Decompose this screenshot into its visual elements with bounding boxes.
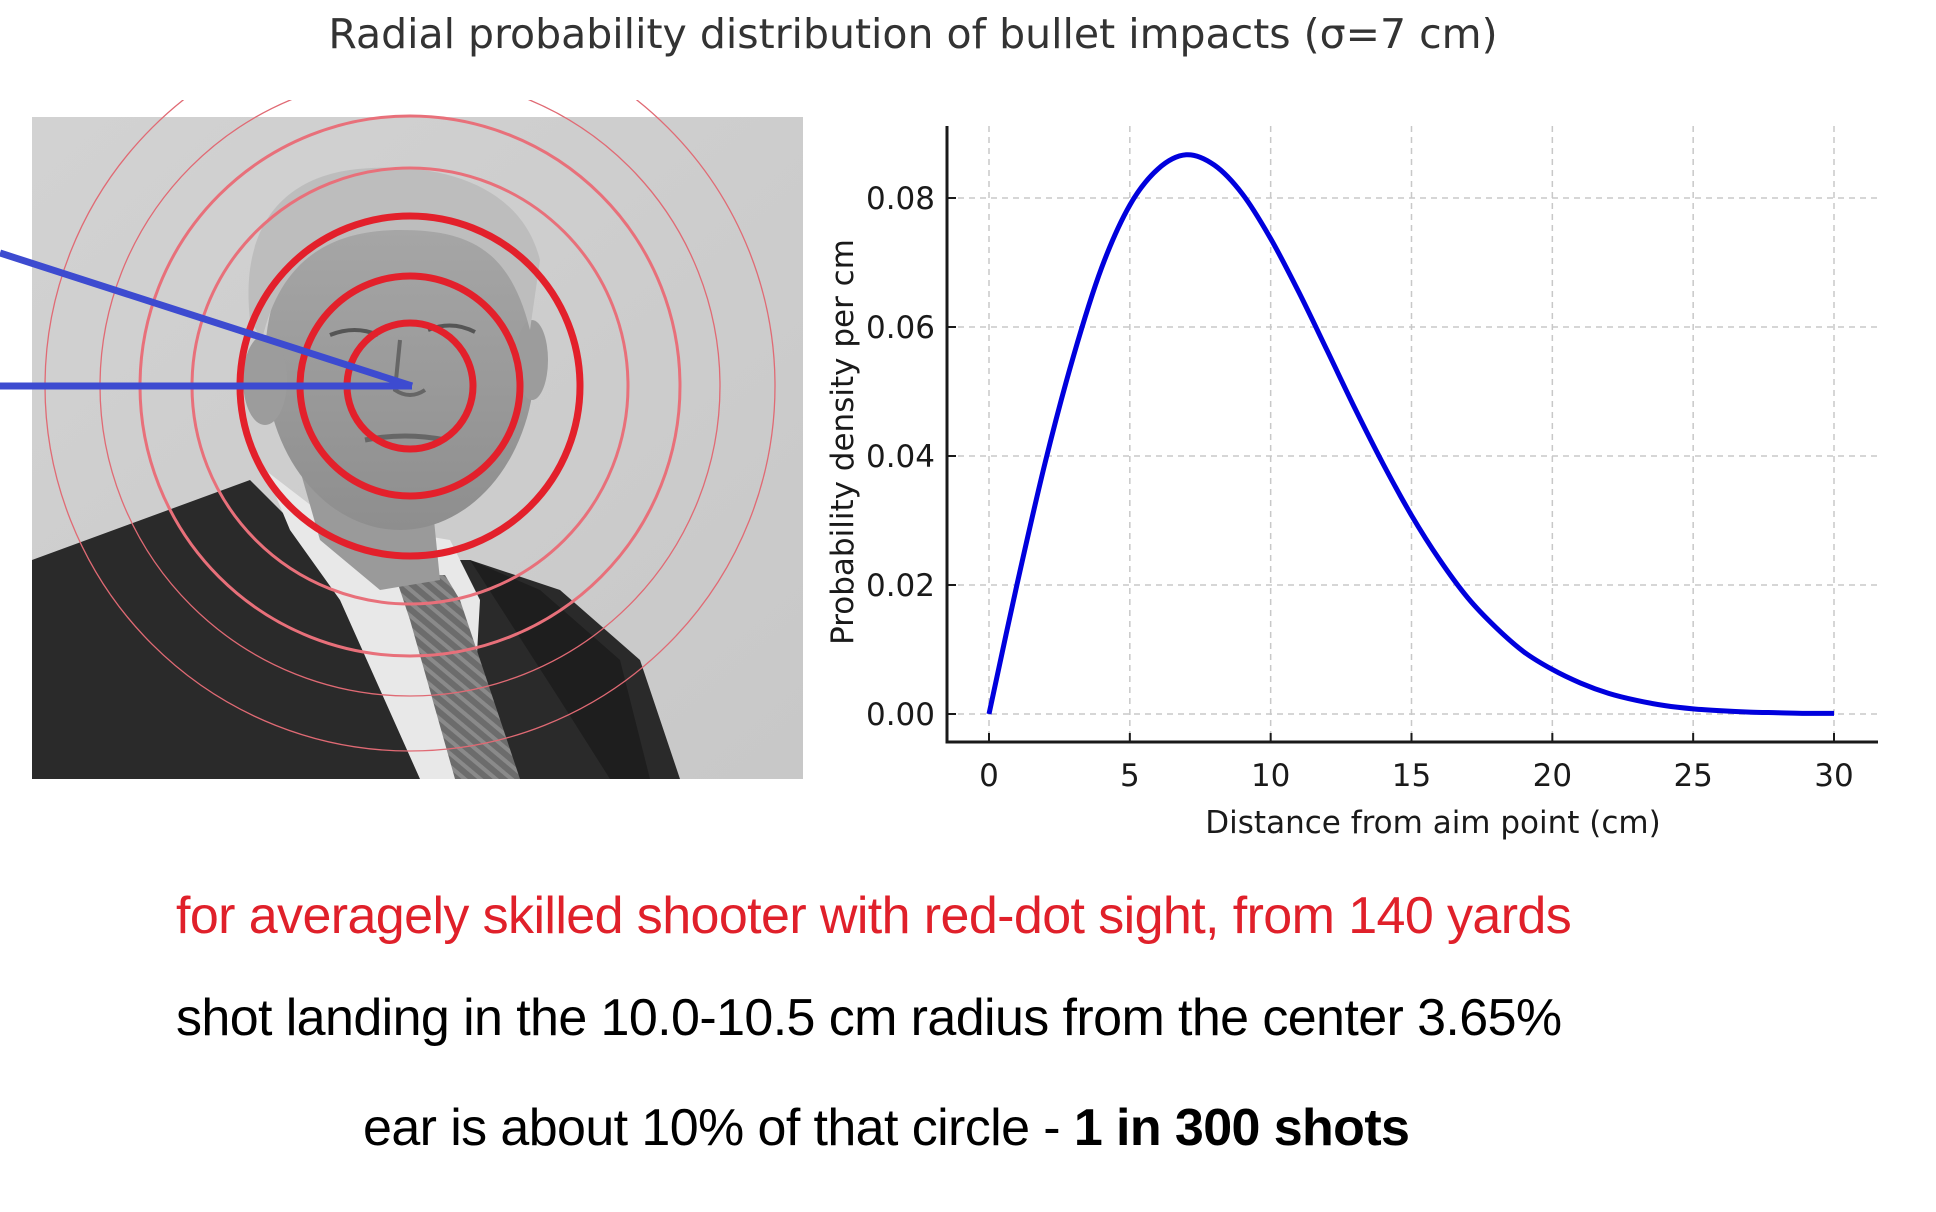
caption-probability: shot landing in the 10.0-10.5 cm radius …	[176, 989, 1562, 1047]
ear	[516, 320, 548, 400]
x-tick-label: 10	[1251, 758, 1290, 794]
figure-title-text: Radial probability distribution of bulle…	[328, 10, 1498, 58]
x-tick-label: 20	[1533, 758, 1572, 794]
density-chart: 0 5 10 15 20 25 30 0.00 0.02 0.04 0.06 0.08 Distanc…	[825, 126, 1878, 841]
caption-conclusion: ear is about 10% of that circle - 1 in 3…	[363, 1098, 1410, 1158]
pointer-line-upper	[0, 249, 414, 390]
ear	[243, 335, 287, 425]
caption-shooter-context: for averagely skilled shooter with red-d…	[176, 887, 1572, 945]
lapel	[470, 560, 650, 779]
y-tick-label: 0.08	[866, 181, 935, 217]
y-tick-label: 0.06	[866, 310, 935, 346]
figure-title: Radial probability distribution of bulle…	[0, 10, 1936, 58]
x-tick-label: 15	[1392, 758, 1431, 794]
x-tick-label: 0	[979, 758, 999, 794]
y-axis-label: Probability density per cm	[825, 239, 861, 645]
x-tick-label: 5	[1120, 758, 1140, 794]
x-tick-label: 30	[1814, 758, 1853, 794]
chart-series	[986, 152, 1835, 716]
caption-conclusion-bold: 1 in 300 shots	[1073, 1099, 1410, 1157]
y-tick-label: 0.02	[866, 568, 935, 604]
caption-conclusion-prefix: ear is about 10% of that circle -	[363, 1099, 1074, 1157]
y-tick-label: 0.00	[866, 697, 935, 733]
density-curve	[986, 152, 1835, 716]
x-axis-label: Distance from aim point (cm)	[1205, 805, 1660, 841]
target-photo	[0, 100, 803, 779]
y-tick-label: 0.04	[866, 439, 935, 475]
chart-ticks: 0 5 10 15 20 25 30 0.00 0.02 0.04 0.06 0.08	[866, 181, 1854, 794]
nose	[392, 339, 427, 397]
chart-grid	[947, 126, 1878, 742]
hair	[248, 167, 540, 340]
tie	[395, 575, 520, 779]
x-tick-label: 25	[1673, 758, 1712, 794]
